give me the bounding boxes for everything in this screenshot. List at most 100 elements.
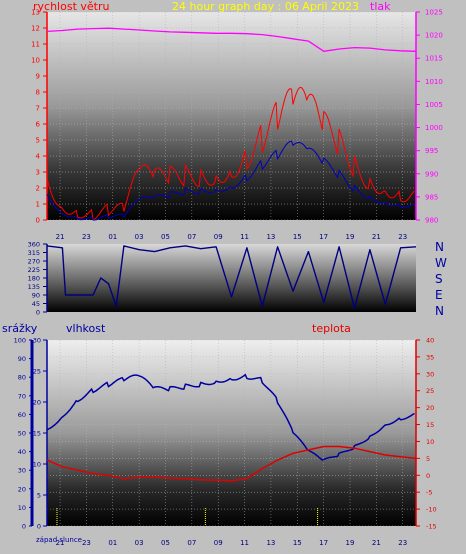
temperature-y-tick-label: 40 — [426, 337, 434, 345]
humidity-x-tick-label: 03 — [135, 539, 144, 547]
wind-x-tick-label: 21 — [56, 233, 65, 241]
pressure-y-tick-label: 1025 — [425, 9, 443, 17]
wind-x-tick-label: 01 — [108, 233, 117, 241]
humidity-x-tick-label: 19 — [346, 539, 355, 547]
humidity-plot-area — [47, 340, 416, 526]
humidity-x-tick-label: 15 — [293, 539, 302, 547]
rain-y-tick-label: 40 — [18, 448, 26, 456]
compass-east: E — [435, 288, 443, 302]
rain-y-tick-label: 80 — [18, 374, 26, 382]
wind-x-tick-label: 13 — [266, 233, 275, 241]
temperature-y-tick-label: 30 — [426, 370, 434, 378]
pressure-y-tick-label: 1020 — [425, 32, 443, 40]
humidity-x-tick-label: 17 — [319, 539, 328, 547]
wind-x-tick-label: 15 — [293, 233, 302, 241]
pressure-y-tick-label: 1010 — [425, 78, 443, 86]
direction-y-tick-label: 45 — [32, 300, 40, 308]
wind-x-tick-label: 21 — [372, 233, 381, 241]
temperature-y-tick-label: -10 — [426, 506, 437, 514]
wind-y-tick-label: 12 — [31, 25, 40, 33]
humidity-x-tick-label: 01 — [108, 539, 117, 547]
wind-x-tick-label: 03 — [135, 233, 144, 241]
direction-y-tick-label: 360 — [28, 241, 40, 249]
direction-y-tick-label: 225 — [28, 266, 40, 274]
humidity-y-tick-label: 5 — [37, 492, 41, 500]
humidity-x-tick-label: 23 — [82, 539, 91, 547]
humidity-x-tick-label: 21 — [372, 539, 381, 547]
rain-y-tick-label: 30 — [18, 467, 26, 475]
pressure-y-tick-label: 1000 — [425, 124, 443, 132]
rain-y-tick-label: 100 — [14, 337, 26, 345]
wind-y-tick-label: 13 — [31, 9, 40, 17]
sunset-label: západ slunce — [36, 536, 82, 544]
pressure-y-tick-label: 980 — [425, 217, 438, 225]
compass-south: S — [435, 272, 443, 286]
wind-x-tick-label: 09 — [214, 233, 223, 241]
pressure-y-tick-label: 990 — [425, 170, 438, 178]
humidity-x-tick-label: 11 — [240, 539, 249, 547]
direction-plot-area — [47, 244, 416, 312]
wind-y-tick-label: 10 — [31, 57, 40, 65]
compass-west: W — [435, 256, 447, 270]
temperature-y-tick-label: -15 — [426, 523, 437, 531]
wind-y-tick-label: 5 — [36, 137, 40, 145]
humidity-x-tick-label: 13 — [266, 539, 275, 547]
rain-label: srážky — [2, 322, 38, 335]
temperature-label: teplota — [312, 322, 351, 335]
rain-y-tick-label: 0 — [22, 523, 26, 531]
wind-gust-series-line — [46, 86, 415, 221]
temperature-y-tick-label: 15 — [426, 421, 434, 429]
wind-y-tick-label: 11 — [31, 41, 40, 49]
wind-x-tick-label: 05 — [161, 233, 170, 241]
humidity-y-tick-label: 25 — [33, 368, 41, 376]
wind-y-tick-label: 0 — [36, 217, 40, 225]
wind-y-tick-label: 7 — [36, 105, 40, 113]
rain-y-tick-label: 90 — [18, 355, 26, 363]
humidity-x-tick-label: 21 — [56, 539, 65, 547]
pressure-series-line — [46, 27, 417, 52]
pressure-y-tick-label: 1005 — [425, 101, 443, 109]
temperature-y-tick-label: 10 — [426, 438, 434, 446]
wind-y-tick-label: 3 — [36, 169, 40, 177]
humidity-y-tick-label: 15 — [33, 430, 41, 438]
humidity-x-tick-label: 09 — [214, 539, 223, 547]
pressure-y-tick-label: 995 — [425, 147, 438, 155]
humidity-label: vlhkost — [66, 322, 106, 335]
temperature-y-tick-label: 5 — [426, 455, 430, 463]
pressure-label: tlak — [370, 0, 391, 13]
humidity-x-tick-label: 07 — [187, 539, 196, 547]
temperature-y-tick-label: 25 — [426, 387, 434, 395]
rain-y-tick-label: 70 — [18, 392, 26, 400]
wind-y-tick-label: 8 — [36, 89, 40, 97]
humidity-y-tick-label: 20 — [33, 399, 41, 407]
direction-y-tick-label: 0 — [36, 309, 40, 317]
wind-y-tick-label: 2 — [36, 185, 40, 193]
humidity-y-tick-label: 10 — [33, 461, 41, 469]
temperature-y-tick-label: 0 — [426, 472, 430, 480]
wind-x-tick-label: 11 — [240, 233, 249, 241]
wind-x-tick-label: 07 — [187, 233, 196, 241]
temperature-y-tick-label: -5 — [426, 489, 432, 497]
wind-x-tick-label: 17 — [319, 233, 328, 241]
direction-y-tick-label: 135 — [28, 283, 40, 291]
temperature-y-tick-label: 20 — [426, 404, 434, 412]
compass-north-bottom: N — [435, 304, 444, 318]
wind-y-tick-label: 1 — [36, 201, 40, 209]
humidity-x-tick-label: 23 — [398, 539, 407, 547]
chart-title: 24 hour graph day : 06 April 2023 — [172, 0, 359, 13]
pressure-y-tick-label: 985 — [425, 193, 438, 201]
wind-x-tick-label: 23 — [82, 233, 91, 241]
direction-y-tick-label: 180 — [28, 275, 40, 283]
wind-x-tick-label: 23 — [398, 233, 407, 241]
wind-y-tick-label: 6 — [36, 121, 41, 129]
compass-north-top: N — [435, 240, 444, 254]
wind-y-tick-label: 9 — [36, 73, 40, 81]
rain-y-tick-label: 50 — [18, 430, 26, 438]
temperature-y-tick-label: 35 — [426, 353, 434, 361]
rain-y-tick-label: 60 — [18, 411, 26, 419]
humidity-y-tick-label: 0 — [37, 523, 41, 531]
direction-series-line — [46, 245, 417, 309]
wind-x-tick-label: 19 — [346, 233, 355, 241]
pressure-y-tick-label: 1015 — [425, 55, 443, 63]
